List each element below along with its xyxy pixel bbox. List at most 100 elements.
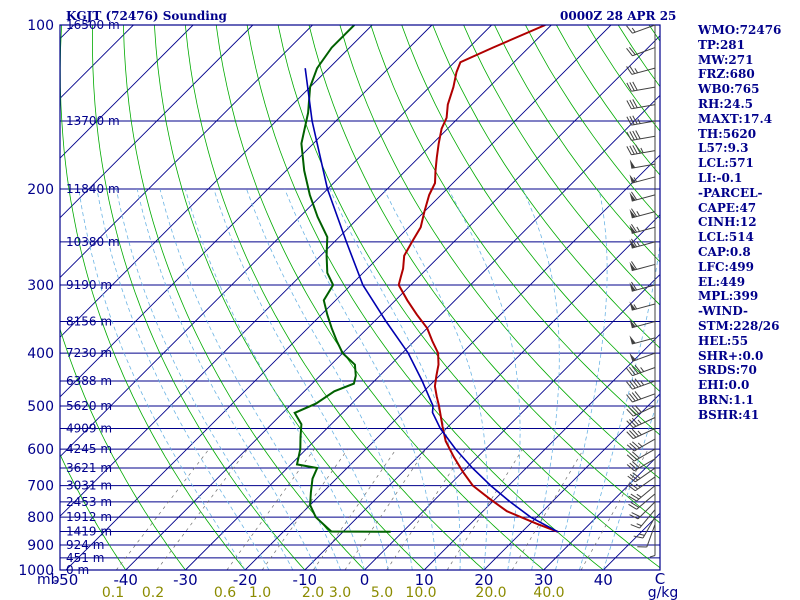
index-item: LI:-0.1 <box>698 170 743 185</box>
wind-barb-pennant <box>629 192 636 202</box>
wind-barb-flag <box>634 405 642 413</box>
wind-barb-flag <box>626 48 633 57</box>
wind-barb <box>629 319 656 329</box>
dry-adiabat-line <box>60 327 186 570</box>
temperature-tick-label: 20 <box>474 571 493 589</box>
mixing-ratio-line <box>386 448 466 570</box>
isotherm-line <box>65 25 612 570</box>
wind-barb <box>629 335 656 345</box>
isotherm-line <box>304 214 660 570</box>
wind-barb-flag <box>634 391 642 400</box>
wind-barb <box>630 509 656 529</box>
moist-adiabat-line <box>184 188 365 570</box>
mixing-ratio-label: 40.0 <box>533 585 564 600</box>
wind-barb-halfflag <box>639 533 645 536</box>
isotherm-line <box>483 393 660 570</box>
wind-barb-halfflag <box>635 483 641 488</box>
temperature-tick-label: 0 <box>360 571 370 589</box>
wind-barb <box>626 46 656 57</box>
index-item: -PARCEL- <box>698 185 763 200</box>
wind-barb-staff <box>646 524 656 548</box>
wind-barb-flag <box>629 145 635 155</box>
isotherm-line <box>60 25 194 159</box>
wind-barb <box>629 501 656 520</box>
index-item: MPL:399 <box>698 289 759 304</box>
moist-adiabat-line <box>116 189 294 570</box>
wind-barb-flag <box>630 493 640 500</box>
height-label: 924 m <box>66 538 104 552</box>
dry-adiabat-line <box>370 25 660 436</box>
temperature-tick-label: -50 <box>54 571 79 589</box>
index-item: SHR+:0.0 <box>698 348 764 363</box>
wind-barb-halfflag <box>636 523 642 527</box>
wind-barb-flag <box>634 378 642 387</box>
wind-barb-flag <box>632 472 641 479</box>
wind-barb-flag <box>626 146 632 156</box>
height-label: 9190 m <box>66 278 112 292</box>
wind-barb-flag <box>633 535 644 539</box>
height-label: 8156 m <box>66 315 112 329</box>
wind-barb-flag <box>629 462 638 470</box>
wind-barb-flag <box>626 408 634 417</box>
wind-barb-staff <box>631 321 656 329</box>
wind-barb-staff <box>633 448 656 462</box>
mixing-ratio-label: 3.0 <box>329 585 351 600</box>
dry-adiabat-line <box>277 25 660 569</box>
wind-barb-flag <box>626 394 633 403</box>
isotherm-line <box>185 94 660 570</box>
wind-barb-staff <box>632 47 656 57</box>
pressure-label: 700 <box>27 479 54 495</box>
pressure-label: 600 <box>27 442 54 458</box>
index-item: CAP:0.8 <box>698 244 751 259</box>
wind-barb-flag <box>627 475 636 483</box>
wind-barb <box>626 428 656 440</box>
index-item: HEL:55 <box>698 333 749 348</box>
wind-barb-pennant <box>629 159 636 169</box>
mixing-ratio-label: 10.0 <box>405 585 436 600</box>
index-item: RH:24.5 <box>698 96 753 111</box>
wind-barb-staff <box>642 516 656 539</box>
wind-barb-flag <box>631 441 640 449</box>
dry-adiabat-line <box>463 25 660 306</box>
height-label: 5620 m <box>66 399 112 413</box>
moist-adiabat-line <box>579 242 660 570</box>
wind-barb-flag <box>626 381 633 390</box>
temperature-unit-label: C <box>655 570 665 588</box>
wind-barb-flag <box>631 223 638 233</box>
temperature-tick-label: -30 <box>173 571 198 589</box>
wind-barb-pennant <box>629 319 636 328</box>
wind-barb <box>626 81 656 92</box>
mixing-ratio-line <box>580 448 649 570</box>
wind-barb <box>629 174 656 184</box>
wind-barb-flag <box>626 66 633 75</box>
wind-barb <box>628 485 656 502</box>
index-item: MAXT:17.4 <box>698 111 773 126</box>
height-label: 3031 m <box>66 479 112 493</box>
wind-barb-halfflag <box>633 321 638 327</box>
wind-barb-flag <box>632 99 638 109</box>
wind-barb-halfflag <box>636 241 640 247</box>
wind-barb-pennant <box>629 301 636 311</box>
wind-barb <box>629 301 656 311</box>
wind-barb-flag <box>628 366 636 375</box>
dry-adiabat-line <box>339 25 660 480</box>
mixing-ratio-label: 2.0 <box>302 585 324 600</box>
wind-barb-halfflag <box>637 442 643 447</box>
index-item: STM:228/26 <box>698 318 780 333</box>
moist-adiabat-line <box>246 188 413 570</box>
wind-barb <box>629 159 656 169</box>
dry-adiabat-line <box>432 25 660 349</box>
wind-barb-flag <box>629 82 635 91</box>
wind-barb-staff <box>631 303 656 311</box>
mixing-ratio-line <box>116 448 210 570</box>
wind-barb <box>629 191 656 202</box>
index-item: LCL:571 <box>698 156 754 171</box>
wind-barb-flag <box>626 131 632 141</box>
isotherm-line <box>60 25 552 517</box>
wind-barb <box>633 516 656 539</box>
wind-barb-halfflag <box>633 304 638 310</box>
index-item: EHI:0.0 <box>698 378 750 393</box>
dry-adiabat-line <box>184 25 485 570</box>
height-label: 4245 m <box>66 442 112 456</box>
wind-barb-flag <box>626 454 635 462</box>
